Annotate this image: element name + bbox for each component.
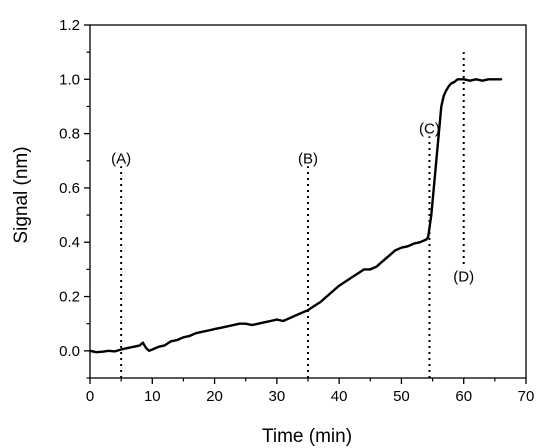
y-tick-label: 0.4 xyxy=(59,234,80,251)
x-tick-label: 70 xyxy=(518,388,535,405)
tick-layer: 0 10 20 30 40 50 60 70 0.0 0.2 0.4 0.6 0.8 1.0 1.2 xyxy=(59,17,534,405)
y-tick-label: 1.2 xyxy=(59,17,80,34)
x-axis-label: Time (min) xyxy=(262,426,352,447)
x-tick-label: 60 xyxy=(455,388,472,405)
y-tick-label: 0.6 xyxy=(59,180,80,197)
y-tick-label: 0.8 xyxy=(59,126,80,143)
marker-label: (B) xyxy=(298,150,318,167)
series-layer xyxy=(88,78,503,354)
x-tick-label: 30 xyxy=(269,388,286,405)
x-tick-label: 0 xyxy=(86,388,94,405)
x-tick-label: 50 xyxy=(393,388,410,405)
y-tick-label: 0.2 xyxy=(59,289,80,306)
x-tick-label: 40 xyxy=(331,388,348,405)
marker-label: (D) xyxy=(453,269,474,286)
annotation-layer: (A) (B) (C) (D) xyxy=(111,52,474,378)
y-axis-label: Signal (nm) xyxy=(11,146,32,243)
x-tick-label: 20 xyxy=(206,388,223,405)
x-tick-label: 10 xyxy=(144,388,161,405)
marker-label: (A) xyxy=(111,150,131,167)
y-tick-label: 1.0 xyxy=(59,71,80,88)
y-tick-label: 0.0 xyxy=(59,343,80,360)
plot-frame xyxy=(89,24,527,379)
marker-label: (C) xyxy=(419,121,440,138)
plot-area xyxy=(89,24,527,379)
signal-line xyxy=(88,78,503,354)
